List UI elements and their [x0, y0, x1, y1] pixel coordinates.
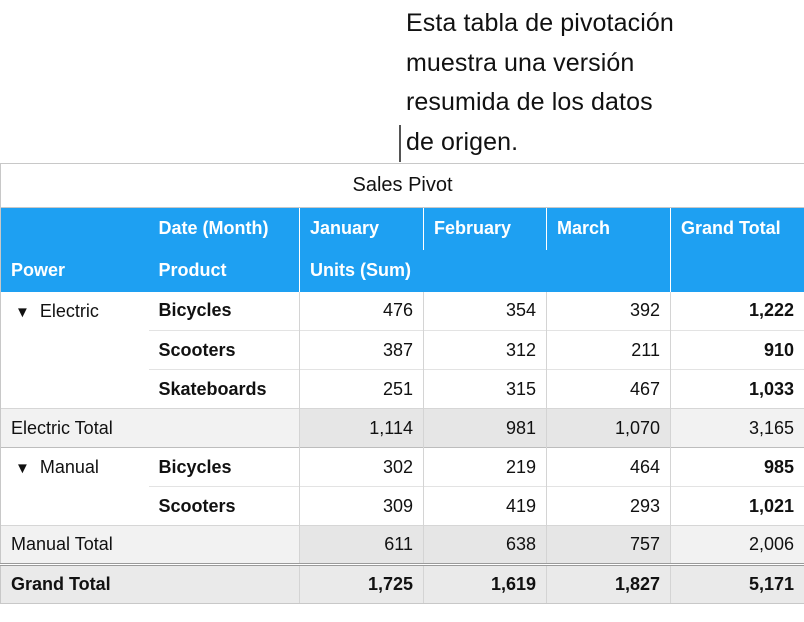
- grand-total-value[interactable]: 1,827: [546, 563, 671, 604]
- header-grand-total[interactable]: Grand Total: [669, 207, 804, 250]
- value-cell[interactable]: 419: [423, 486, 547, 526]
- triangle-down-icon[interactable]: ▼: [15, 460, 30, 477]
- value-cell[interactable]: 302: [299, 447, 424, 487]
- product-cell[interactable]: Bicycles: [158, 300, 232, 321]
- value-cell[interactable]: 293: [546, 486, 671, 526]
- group-total-row[interactable]: Manual Total 611 638 757 2,006: [0, 525, 804, 565]
- grand-total-value[interactable]: 1,725: [299, 563, 424, 604]
- pivot-table[interactable]: Sales Pivot Date (Month) January Februar…: [0, 163, 804, 604]
- group-total-value[interactable]: 1,070: [546, 408, 671, 448]
- value-cell[interactable]: 392: [546, 291, 671, 331]
- value-cell[interactable]: 251: [299, 369, 424, 409]
- value-cell[interactable]: 467: [546, 369, 671, 409]
- group-total-empty-cell[interactable]: [148, 408, 300, 448]
- table-title[interactable]: Sales Pivot: [0, 163, 804, 208]
- table-row[interactable]: Skateboards 251 315 467 1,033: [1, 369, 804, 409]
- value-cell[interactable]: 312: [423, 330, 547, 370]
- header-march[interactable]: March: [546, 207, 671, 250]
- product-cell[interactable]: Scooters: [148, 486, 300, 526]
- row-total-cell[interactable]: 1,021: [669, 486, 804, 526]
- product-cell[interactable]: Scooters: [148, 330, 300, 370]
- group-total-label[interactable]: Manual Total: [0, 525, 149, 565]
- header-january[interactable]: January: [299, 207, 424, 250]
- grand-total-row[interactable]: Grand Total 1,725 1,619 1,827 5,171: [0, 563, 804, 604]
- grand-total-empty-cell[interactable]: [148, 563, 300, 604]
- callout-line-4: de origen.: [406, 127, 519, 156]
- group-total-value[interactable]: 757: [546, 525, 671, 565]
- callout-line-3: resumida de los datos: [406, 88, 653, 116]
- product-cell[interactable]: Bicycles: [148, 447, 300, 487]
- value-cell[interactable]: 219: [423, 447, 547, 487]
- table-row[interactable]: Scooters 387 312 211 910: [1, 330, 804, 370]
- callout-line-1: Esta tabla de pivotación: [406, 9, 674, 37]
- row-total-cell[interactable]: 1,033: [669, 369, 804, 409]
- group-total-value[interactable]: 981: [423, 408, 547, 448]
- grand-total-label[interactable]: Grand Total: [0, 563, 149, 604]
- group-cell-manual[interactable]: ▼ Manual: [0, 447, 149, 526]
- header-units-sum[interactable]: Units (Sum): [299, 249, 671, 292]
- value-cell[interactable]: 309: [299, 486, 424, 526]
- value-cell[interactable]: 387: [299, 330, 424, 370]
- group-label: Electric: [39, 300, 99, 321]
- product-cell[interactable]: Skateboards: [148, 369, 300, 409]
- row-total-cell[interactable]: 910: [669, 330, 804, 370]
- table-row[interactable]: ▼ Manual Bicycles 302 219 464 985: [0, 447, 804, 526]
- row-total-cell[interactable]: 1,222: [669, 291, 804, 331]
- group-total-grand[interactable]: 2,006: [669, 525, 804, 565]
- callout-line-2: muestra una versión: [406, 48, 635, 77]
- group-cell-electric[interactable]: ▼ Electric: [0, 291, 149, 409]
- group-total-row[interactable]: Electric Total 1,114 981 1,070 3,165: [0, 408, 804, 448]
- header-row-fields: Power Product Units (Sum): [0, 249, 804, 292]
- value-cell[interactable]: 354: [423, 291, 547, 331]
- triangle-down-icon[interactable]: ▼: [15, 303, 30, 321]
- callout-leader-line: [399, 125, 401, 162]
- value-cell[interactable]: 315: [423, 369, 547, 409]
- header-corner-cell[interactable]: [0, 207, 149, 250]
- table-row[interactable]: ▼ Electric Bicycles 476 354 392 1,222: [0, 291, 804, 409]
- header-units-total-cell[interactable]: [669, 249, 804, 292]
- group-total-grand[interactable]: 3,165: [669, 408, 804, 448]
- value-cell[interactable]: 211: [546, 330, 671, 370]
- table-row[interactable]: Scooters 309 419 293 1,021: [1, 486, 804, 526]
- group-total-empty-cell[interactable]: [148, 525, 300, 565]
- callout-text: Esta tabla de pivotación muestra una ver…: [406, 4, 786, 162]
- value-cell[interactable]: 464: [546, 447, 671, 487]
- header-product[interactable]: Product: [148, 249, 300, 292]
- header-row-months: Date (Month) January February March Gran…: [0, 207, 804, 250]
- header-power[interactable]: Power: [0, 249, 149, 292]
- row-total-cell[interactable]: 985: [669, 447, 804, 487]
- header-date-month[interactable]: Date (Month): [148, 207, 300, 250]
- grand-total-value[interactable]: 1,619: [423, 563, 547, 604]
- group-total-value[interactable]: 1,114: [299, 408, 424, 448]
- header-february[interactable]: February: [423, 207, 547, 250]
- group-total-label[interactable]: Electric Total: [0, 408, 149, 448]
- group-label: Manual: [39, 457, 99, 477]
- grand-total-overall[interactable]: 5,171: [669, 563, 804, 604]
- group-total-value[interactable]: 638: [423, 525, 547, 565]
- group-total-value[interactable]: 611: [299, 525, 424, 565]
- value-cell[interactable]: 476: [299, 291, 424, 331]
